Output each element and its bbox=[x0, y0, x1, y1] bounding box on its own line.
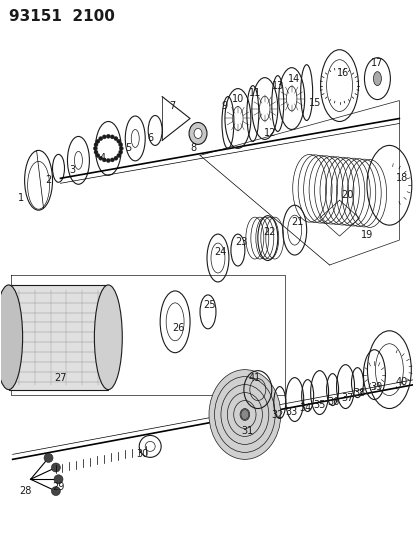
Ellipse shape bbox=[102, 135, 106, 139]
Ellipse shape bbox=[96, 139, 100, 143]
Text: 5: 5 bbox=[125, 143, 131, 154]
Text: 10: 10 bbox=[231, 94, 243, 103]
Ellipse shape bbox=[209, 370, 280, 459]
Text: 19: 19 bbox=[361, 230, 373, 240]
Text: 29: 29 bbox=[52, 482, 64, 492]
Text: 7: 7 bbox=[169, 101, 175, 110]
Ellipse shape bbox=[93, 147, 97, 150]
Ellipse shape bbox=[102, 158, 106, 162]
Text: 26: 26 bbox=[171, 323, 184, 333]
Text: 33: 33 bbox=[285, 407, 297, 416]
Text: 18: 18 bbox=[395, 173, 408, 183]
Text: 22: 22 bbox=[263, 227, 275, 237]
Text: 14: 14 bbox=[287, 74, 299, 84]
Ellipse shape bbox=[119, 143, 122, 147]
Text: 36: 36 bbox=[327, 397, 339, 407]
Ellipse shape bbox=[94, 285, 122, 390]
Ellipse shape bbox=[116, 139, 121, 143]
Ellipse shape bbox=[94, 150, 98, 154]
Ellipse shape bbox=[51, 487, 60, 496]
Text: 12: 12 bbox=[263, 128, 275, 139]
Text: 6: 6 bbox=[147, 133, 153, 143]
Ellipse shape bbox=[194, 128, 202, 139]
Text: 21: 21 bbox=[291, 217, 303, 227]
Ellipse shape bbox=[51, 463, 60, 472]
Text: 17: 17 bbox=[370, 58, 383, 68]
Ellipse shape bbox=[373, 71, 380, 86]
Text: 16: 16 bbox=[337, 68, 349, 78]
Text: 41: 41 bbox=[248, 373, 260, 383]
Ellipse shape bbox=[106, 134, 110, 138]
Text: 28: 28 bbox=[19, 486, 32, 496]
Ellipse shape bbox=[106, 158, 110, 163]
Text: 24: 24 bbox=[213, 247, 225, 257]
Text: 1: 1 bbox=[17, 193, 24, 203]
Text: 20: 20 bbox=[340, 190, 353, 200]
Ellipse shape bbox=[54, 475, 63, 484]
Text: 23: 23 bbox=[235, 237, 247, 247]
Text: 8: 8 bbox=[190, 143, 196, 154]
Text: 27: 27 bbox=[54, 373, 66, 383]
Ellipse shape bbox=[119, 147, 123, 150]
Ellipse shape bbox=[114, 156, 118, 160]
Text: 2: 2 bbox=[45, 175, 52, 185]
Text: 39: 39 bbox=[369, 382, 382, 392]
Text: 31: 31 bbox=[241, 426, 253, 437]
Ellipse shape bbox=[0, 285, 23, 390]
Ellipse shape bbox=[110, 158, 114, 162]
Ellipse shape bbox=[98, 156, 102, 160]
Ellipse shape bbox=[240, 409, 248, 419]
Text: 38: 38 bbox=[353, 387, 365, 398]
Ellipse shape bbox=[189, 123, 206, 144]
Text: 32: 32 bbox=[271, 409, 283, 419]
Text: 40: 40 bbox=[394, 377, 406, 386]
Text: 9: 9 bbox=[221, 101, 226, 110]
Ellipse shape bbox=[96, 154, 100, 158]
Text: 30: 30 bbox=[136, 449, 148, 459]
Text: 25: 25 bbox=[203, 300, 216, 310]
Text: 15: 15 bbox=[309, 98, 321, 108]
Text: 4: 4 bbox=[99, 154, 105, 163]
Text: 3: 3 bbox=[69, 165, 75, 175]
Text: 93151  2100: 93151 2100 bbox=[9, 9, 114, 24]
Ellipse shape bbox=[114, 136, 118, 141]
Text: 34: 34 bbox=[299, 402, 311, 413]
Text: 35: 35 bbox=[313, 400, 325, 409]
Text: 13: 13 bbox=[271, 80, 283, 91]
Ellipse shape bbox=[44, 454, 53, 463]
Ellipse shape bbox=[98, 136, 102, 141]
Ellipse shape bbox=[110, 135, 114, 139]
Ellipse shape bbox=[116, 154, 121, 158]
Ellipse shape bbox=[94, 143, 98, 147]
Ellipse shape bbox=[119, 150, 122, 154]
Bar bbox=[9, 285, 108, 390]
Text: 37: 37 bbox=[340, 393, 353, 402]
Text: 11: 11 bbox=[248, 87, 260, 98]
